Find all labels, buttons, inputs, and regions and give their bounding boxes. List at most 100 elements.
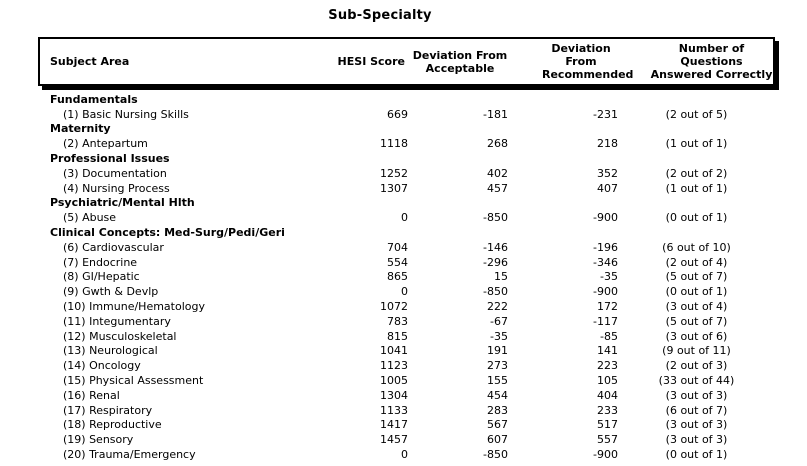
subject-area-cell: (2) Antepartum [63, 137, 148, 151]
table-row: (12) Musculoskeletal 815 -35 -85 (3 out of 6… [38, 329, 775, 344]
table-row: (18) Reproductive 1417 567 517 (3 out of 3) [38, 418, 775, 433]
category-label: Professional Issues [50, 152, 170, 166]
subject-area-cell: (16) Renal [63, 388, 120, 402]
questions-answered-cell: (1 out of 1) [665, 137, 728, 151]
hesi-score-cell: 669 [387, 107, 408, 121]
deviation-from-acceptable-cell: 191 [487, 344, 508, 358]
deviation-from-acceptable-cell: 607 [487, 433, 508, 447]
table-row: (14) Oncology 1123 273 223 (2 out of 3) [38, 358, 775, 373]
deviation-from-recommended-cell: -196 [593, 240, 618, 254]
table-row: (20) Trauma/Emergency 0 -850 -900 (0 out of … [38, 447, 775, 462]
subject-area-cell: (12) Musculoskeletal [63, 329, 177, 343]
column-header-hesi-score: HESI Score [337, 55, 405, 68]
deviation-from-recommended-cell: -85 [600, 329, 618, 343]
column-header-questions-answered: Number of Questions Answered Correctly [650, 42, 773, 81]
deviation-from-recommended-cell: 223 [597, 359, 618, 373]
hesi-score-cell: 0 [401, 448, 408, 462]
deviation-from-acceptable-cell: 222 [487, 300, 508, 314]
hesi-score-cell: 1307 [380, 181, 408, 195]
deviation-from-recommended-cell: 218 [597, 137, 618, 151]
subject-area-cell: (18) Reproductive [63, 418, 162, 432]
category-label: Fundamentals [50, 92, 138, 106]
questions-answered-cell: (3 out of 6) [665, 329, 728, 343]
category-row: Fundamentals [38, 92, 775, 107]
deviation-from-recommended-cell: -900 [593, 211, 618, 225]
table-row: (7) Endocrine 554 -296 -346 (2 out of 4) [38, 255, 775, 270]
deviation-from-acceptable-cell: -850 [483, 211, 508, 225]
table-row: (13) Neurological 1041 191 141 (9 out of 11) [38, 344, 775, 359]
table-row: (1) Basic Nursing Skills 669 -181 -231 (2 ou… [38, 107, 775, 122]
page-title: Sub-Specialty [328, 8, 432, 23]
deviation-from-acceptable-cell: 457 [487, 181, 508, 195]
questions-answered-cell: (3 out of 3) [665, 388, 728, 402]
category-row: Professional Issues [38, 151, 775, 166]
questions-answered-cell: (6 out of 10) [662, 240, 731, 254]
subject-area-cell: (19) Sensory [63, 433, 134, 447]
deviation-from-recommended-cell: 352 [597, 166, 618, 180]
deviation-from-acceptable-cell: 454 [487, 388, 508, 402]
hesi-score-cell: 815 [387, 329, 408, 343]
category-label: Maternity [50, 122, 111, 136]
hesi-score-cell: 554 [387, 255, 408, 269]
table-row: (3) Documentation 1252 402 352 (2 out of 2) [38, 166, 775, 181]
deviation-from-recommended-cell: 105 [597, 374, 618, 388]
deviation-from-acceptable-cell: -850 [483, 285, 508, 299]
questions-answered-cell: (0 out of 1) [665, 448, 728, 462]
table-row: (6) Cardiovascular 704 -146 -196 (6 out of 1… [38, 240, 775, 255]
subject-area-cell: (5) Abuse [63, 211, 117, 225]
deviation-from-acceptable-cell: -35 [490, 329, 508, 343]
table-row: (9) Gwth & Devlp 0 -850 -900 (0 out of 1) [38, 284, 775, 299]
table-row: (17) Respiratory 1133 283 233 (6 out of 7) [38, 403, 775, 418]
subject-area-cell: (13) Neurological [63, 344, 158, 358]
subject-area-cell: (17) Respiratory [63, 403, 153, 417]
hesi-score-cell: 1417 [380, 418, 408, 432]
hesi-score-cell: 1123 [380, 359, 408, 373]
category-label: Psychiatric/Mental Hlth [50, 196, 195, 210]
deviation-from-recommended-cell: 172 [597, 300, 618, 314]
questions-answered-cell: (5 out of 7) [665, 270, 728, 284]
column-header-subject-area: Subject Area [50, 55, 130, 68]
table-row: (2) Antepartum 1118 268 218 (1 out of 1) [38, 136, 775, 151]
deviation-from-recommended-cell: 517 [597, 418, 618, 432]
deviation-from-acceptable-cell: 402 [487, 166, 508, 180]
hesi-score-cell: 783 [387, 314, 408, 328]
subject-area-cell: (11) Integumentary [63, 314, 171, 328]
questions-answered-cell: (2 out of 3) [665, 359, 728, 373]
questions-answered-cell: (33 out of 44) [658, 374, 735, 388]
questions-answered-cell: (2 out of 5) [665, 107, 728, 121]
deviation-from-acceptable-cell: -67 [490, 314, 508, 328]
deviation-from-recommended-cell: -346 [593, 255, 618, 269]
subject-area-cell: (7) Endocrine [63, 255, 138, 269]
deviation-from-recommended-cell: 141 [597, 344, 618, 358]
hesi-score-cell: 0 [401, 285, 408, 299]
subject-area-cell: (14) Oncology [63, 359, 141, 373]
subspecialty-table: Fundamentals (1) Basic Nursing Skills 669 -… [38, 92, 775, 462]
hesi-score-cell: 1005 [380, 374, 408, 388]
deviation-from-recommended-cell: 404 [597, 388, 618, 402]
subject-area-cell: (8) GI/Hepatic [63, 270, 140, 284]
deviation-from-acceptable-cell: -146 [483, 240, 508, 254]
questions-answered-cell: (0 out of 1) [665, 285, 728, 299]
table-row: (15) Physical Assessment 1005 155 105 (33 ou… [38, 373, 775, 388]
hesi-score-cell: 704 [387, 240, 408, 254]
column-header-deviation-from-recommended: Deviation From Recommended [542, 42, 634, 81]
hesi-score-cell: 1252 [380, 166, 408, 180]
deviation-from-recommended-cell: -900 [593, 285, 618, 299]
deviation-from-recommended-cell: 233 [597, 403, 618, 417]
deviation-from-acceptable-cell: 567 [487, 418, 508, 432]
deviation-from-recommended-cell: -117 [593, 314, 618, 328]
deviation-from-recommended-cell: 557 [597, 433, 618, 447]
questions-answered-cell: (3 out of 3) [665, 418, 728, 432]
hesi-score-cell: 1457 [380, 433, 408, 447]
table-row: (16) Renal 1304 454 404 (3 out of 3) [38, 388, 775, 403]
table-row: (4) Nursing Process 1307 457 407 (1 out of 1… [38, 181, 775, 196]
hesi-score-cell: 1041 [380, 344, 408, 358]
deviation-from-acceptable-cell: 268 [487, 137, 508, 151]
questions-answered-cell: (0 out of 1) [665, 211, 728, 225]
column-header-deviation-from-acceptable: Deviation From Acceptable [412, 48, 508, 75]
questions-answered-cell: (3 out of 4) [665, 300, 728, 314]
deviation-from-acceptable-cell: 273 [487, 359, 508, 373]
table-row: (19) Sensory 1457 607 557 (3 out of 3) [38, 432, 775, 447]
deviation-from-acceptable-cell: 155 [487, 374, 508, 388]
